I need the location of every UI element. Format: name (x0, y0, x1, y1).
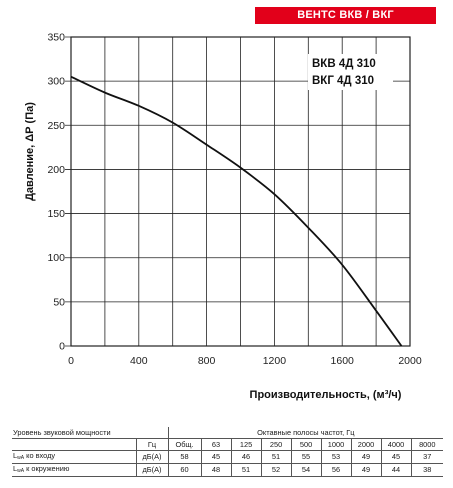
y-tick-label: 0 (59, 341, 65, 353)
y-axis-label: Давление, ΔР (Па) (24, 102, 36, 201)
model-annotation: ВКГ 4Д 310 (312, 75, 374, 87)
x-axis-label: Производительность, (м³/ч) (250, 389, 402, 401)
unit-cell: дБ(А) (135, 450, 169, 464)
table-cell: 46 (230, 450, 262, 464)
row-label: LwA к окружению (12, 463, 137, 477)
sound-power-table: Уровень звуковой мощности Октавные полос… (12, 427, 444, 477)
blank-cell (12, 438, 137, 451)
table-cell: 45 (200, 450, 232, 464)
model-annotation: ВКВ 4Д 310 (312, 58, 376, 70)
y-tick-label: 100 (47, 252, 65, 264)
y-tick-label: 350 (47, 32, 65, 44)
y-tick-label: 200 (47, 164, 65, 176)
column-header: 125 (230, 438, 262, 451)
column-header: 250 (260, 438, 292, 451)
column-header: 1000 (320, 438, 352, 451)
table-cell: 38 (410, 463, 444, 477)
unit-cell: дБ(А) (135, 463, 169, 477)
bands-header: Октавные полосы частот, Гц (167, 427, 444, 439)
y-tick-label: 250 (47, 120, 65, 132)
y-tick-label: 150 (47, 208, 65, 220)
x-tick-label: 400 (130, 355, 148, 367)
table-cell: 37 (410, 450, 444, 464)
table-columns-row: Гц Общ. 63 125 250 500 1000 2000 4000 80… (12, 438, 444, 451)
table-cell: 58 (167, 450, 202, 464)
x-tick-label: 0 (68, 355, 74, 367)
table-cell: 56 (320, 463, 352, 477)
y-tick-label: 50 (53, 296, 65, 308)
column-header: 2000 (350, 438, 382, 451)
series-badge-label: ВЕНТС ВКВ / ВКГ (297, 9, 394, 21)
column-header: 8000 (410, 438, 444, 451)
column-header: 500 (290, 438, 322, 451)
annotation-background (308, 54, 393, 90)
table-row: LwA к окружению дБ(А) 60 48 51 52 54 56 … (12, 463, 444, 477)
series-badge: ВЕНТС ВКВ / ВКГ (255, 7, 436, 24)
performance-curve-line (70, 75, 403, 347)
table-cell: 44 (380, 463, 412, 477)
column-header: 63 (200, 438, 232, 451)
x-tick-label: 1600 (331, 355, 355, 367)
table-cell: 52 (260, 463, 292, 477)
table-cell: 60 (167, 463, 202, 477)
table-cell: 48 (200, 463, 232, 477)
column-header: Общ. (167, 438, 202, 451)
table-row: LwA ко входу дБ(А) 58 45 46 51 55 53 49 … (12, 450, 444, 464)
table-title: Уровень звуковой мощности (12, 427, 169, 439)
column-header: 4000 (380, 438, 412, 451)
table-cell: 51 (260, 450, 292, 464)
table-cell: 51 (230, 463, 262, 477)
fan-performance-chart: 0 400 800 1200 1600 2000 0 50 100 150 200 250 300 350… (24, 32, 422, 402)
table-header-row: Уровень звуковой мощности Октавные полос… (12, 427, 444, 439)
table-cell: 54 (290, 463, 322, 477)
x-tick-label: 800 (198, 355, 216, 367)
table-cell: 55 (290, 450, 322, 464)
table-cell: 45 (380, 450, 412, 464)
x-tick-label: 1200 (263, 355, 287, 367)
row-label: LwA ко входу (12, 450, 137, 464)
y-tick-label: 300 (47, 76, 65, 88)
table-cell: 49 (350, 450, 382, 464)
table-cell: 49 (350, 463, 382, 477)
table-cell: 53 (320, 450, 352, 464)
x-tick-label: 2000 (398, 355, 422, 367)
hz-label: Гц (135, 438, 169, 451)
